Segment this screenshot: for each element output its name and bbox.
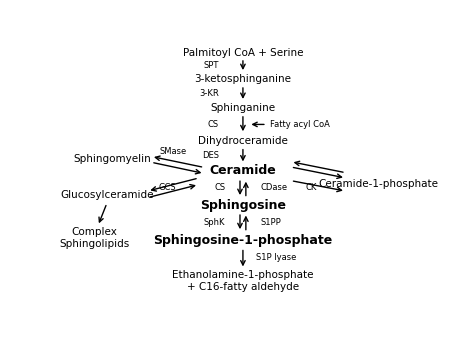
Text: CS: CS bbox=[208, 120, 219, 129]
Text: Ethanolamine-1-phosphate
+ C16-fatty aldehyde: Ethanolamine-1-phosphate + C16-fatty ald… bbox=[172, 270, 314, 292]
Text: 3-KR: 3-KR bbox=[199, 89, 219, 98]
Text: CK: CK bbox=[305, 183, 317, 192]
Text: Ceramide: Ceramide bbox=[210, 164, 276, 177]
Text: CS: CS bbox=[214, 183, 225, 192]
Text: Glucosylceramide: Glucosylceramide bbox=[60, 190, 154, 199]
Text: Ceramide-1-phosphate: Ceramide-1-phosphate bbox=[319, 179, 439, 189]
Text: Sphingosine-1-phosphate: Sphingosine-1-phosphate bbox=[153, 234, 333, 247]
Text: GCS: GCS bbox=[159, 183, 176, 192]
Text: 3-ketosphinganine: 3-ketosphinganine bbox=[194, 74, 292, 84]
Text: Fatty acyl CoA: Fatty acyl CoA bbox=[271, 120, 330, 129]
Text: Complex
Sphingolipids: Complex Sphingolipids bbox=[59, 227, 129, 249]
Text: DES: DES bbox=[202, 151, 219, 160]
Text: SphK: SphK bbox=[204, 218, 225, 226]
Text: Sphingomyelin: Sphingomyelin bbox=[73, 154, 151, 164]
Text: S1P lyase: S1P lyase bbox=[256, 253, 296, 262]
Text: Sphinganine: Sphinganine bbox=[210, 103, 275, 113]
Text: Palmitoyl CoA + Serine: Palmitoyl CoA + Serine bbox=[182, 48, 303, 58]
Text: S1PP: S1PP bbox=[261, 218, 281, 226]
Text: SPT: SPT bbox=[204, 61, 219, 70]
Text: CDase: CDase bbox=[261, 183, 288, 192]
Text: Sphingosine: Sphingosine bbox=[200, 198, 286, 211]
Text: Dihydroceramide: Dihydroceramide bbox=[198, 136, 288, 146]
Text: SMase: SMase bbox=[160, 147, 187, 156]
